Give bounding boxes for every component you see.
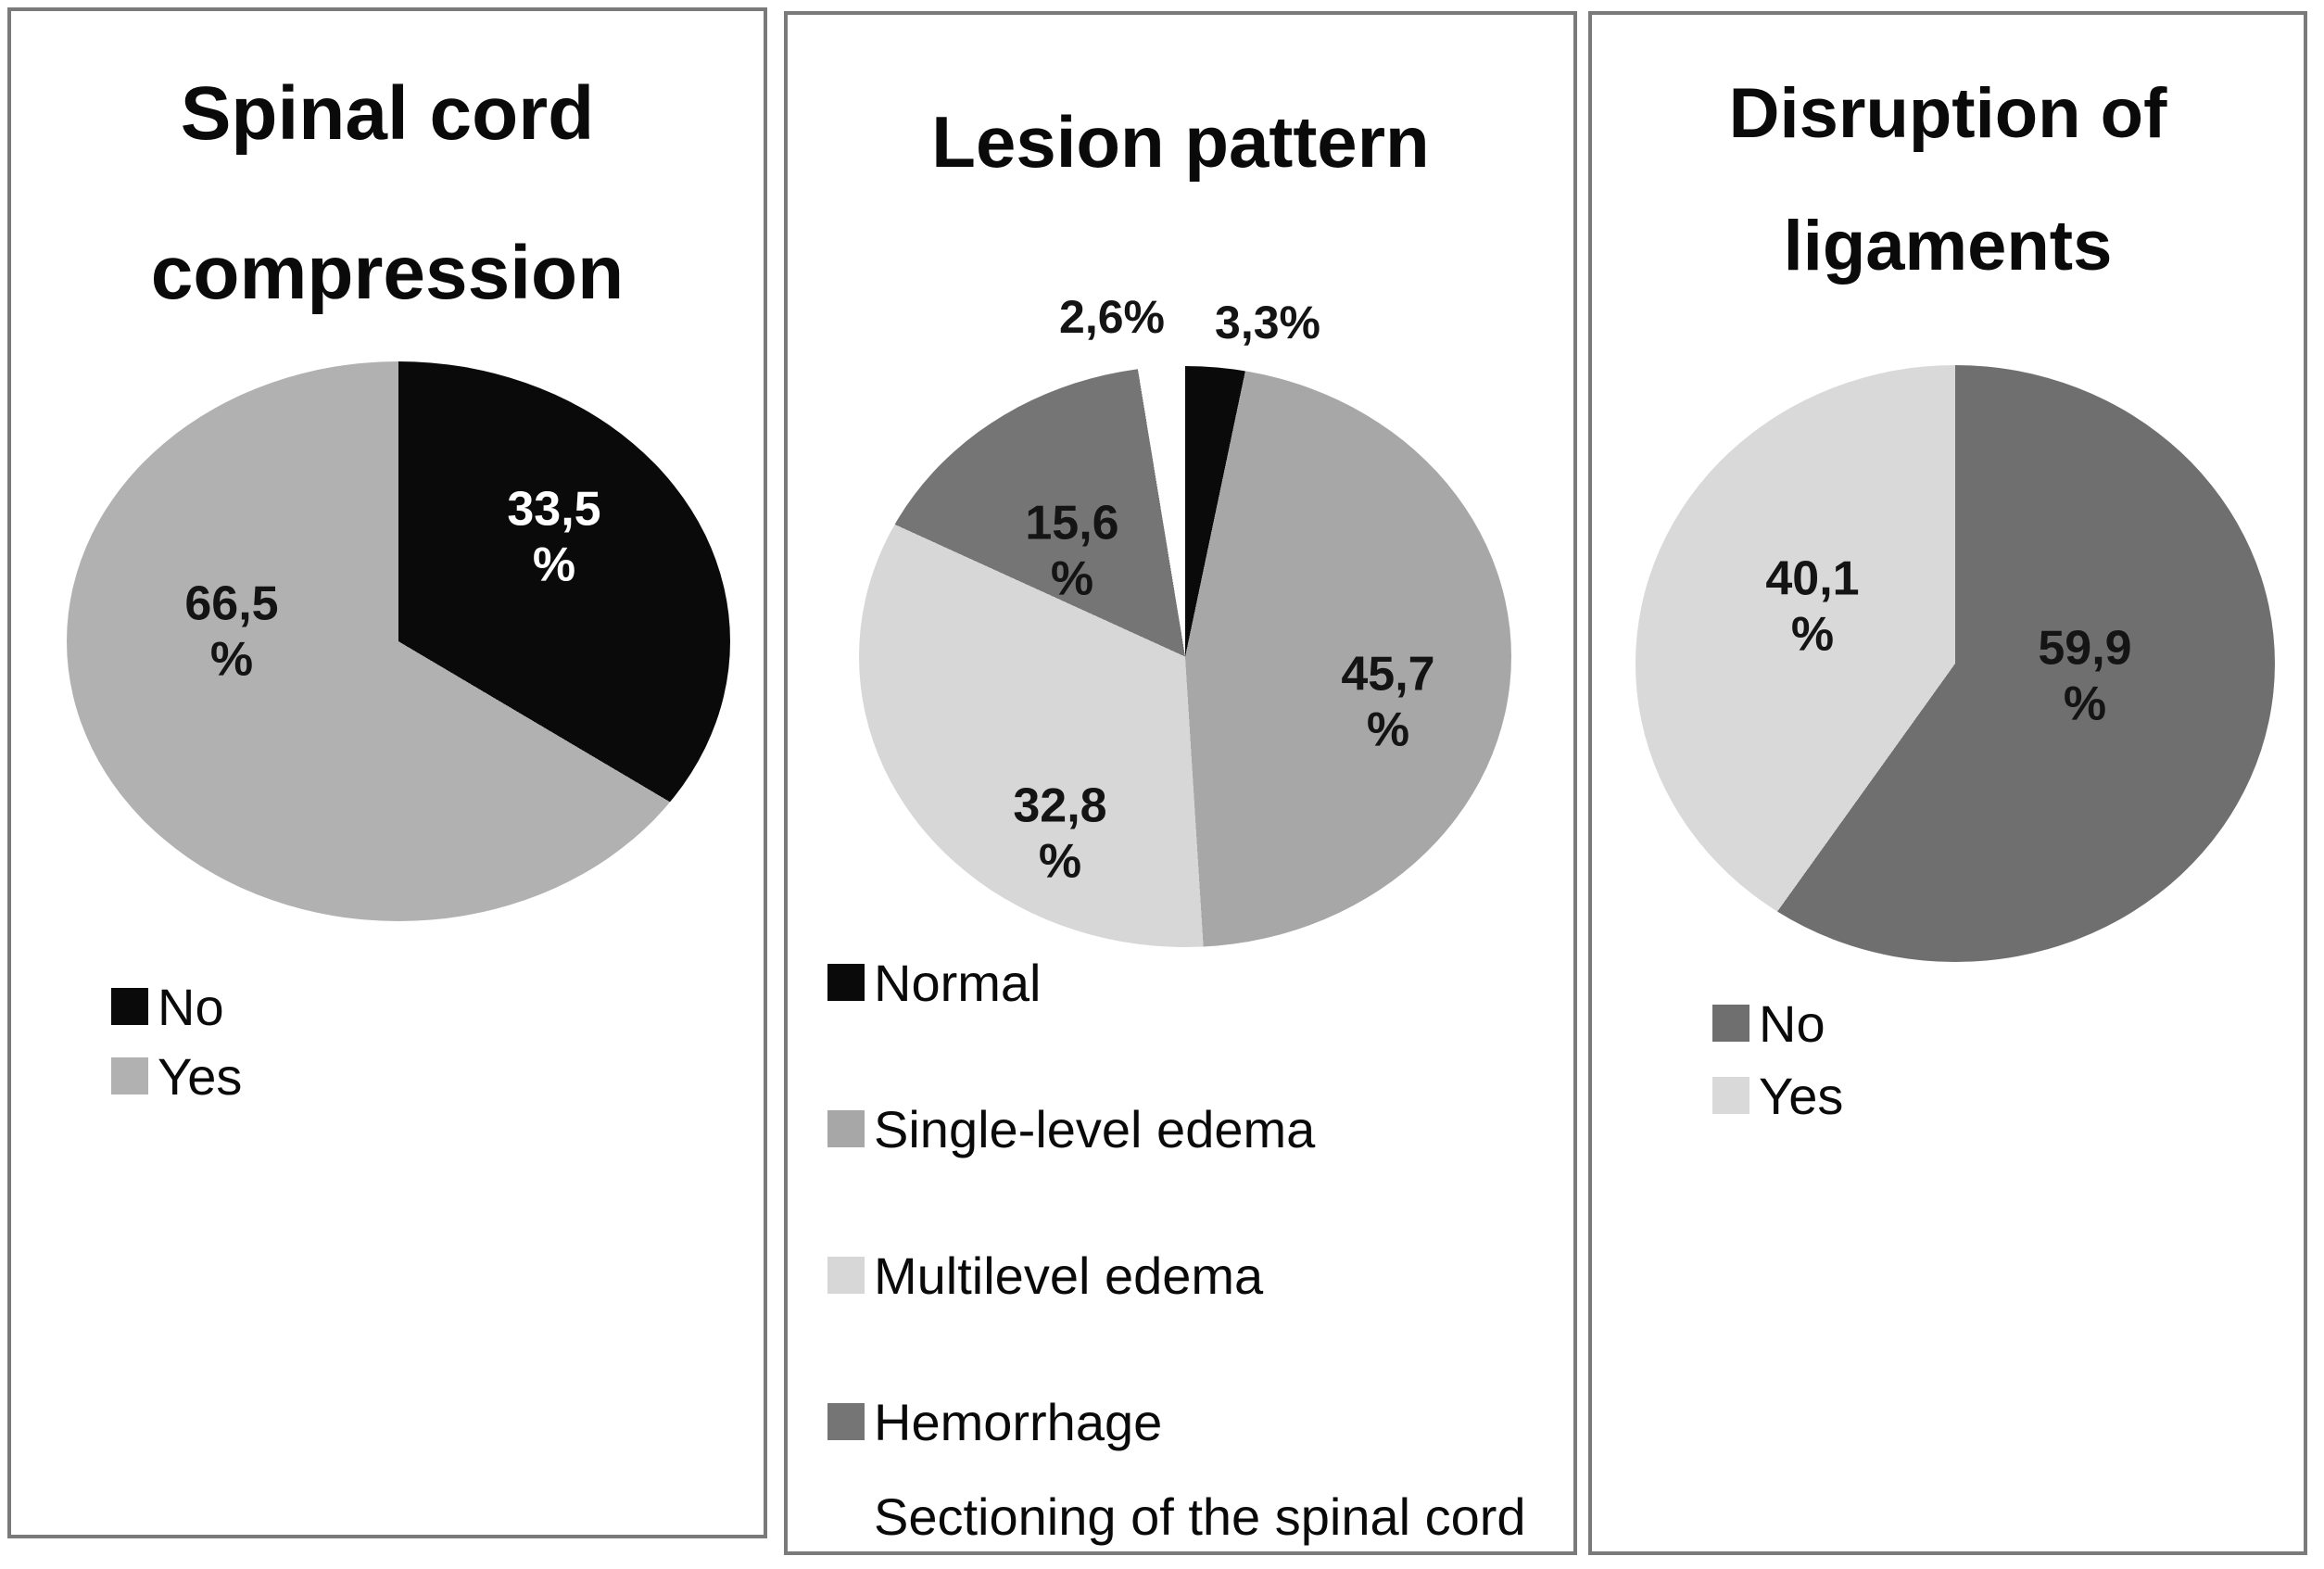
legend-label: Normal [874, 953, 1042, 1012]
legend-label: Yes [1759, 1066, 1844, 1125]
slice-label-single-level-edema: 45,7 % [1341, 647, 1435, 757]
title-line: compression [150, 231, 625, 315]
legend-swatch [827, 1110, 865, 1147]
legend-item-yes: Yes [1712, 1066, 1843, 1125]
pie-lesion-pattern [859, 366, 1511, 947]
slice-label-multilevel-edema: 32,8 % [1013, 778, 1107, 889]
title-line: ligaments [1783, 207, 2113, 285]
legend-disruption-of-ligaments: No Yes [1712, 993, 1843, 1138]
legend-label: No [158, 977, 224, 1036]
legend-swatch [827, 964, 865, 1001]
legend-item-no: No [1712, 993, 1843, 1053]
chart-title-lesion-pattern: Lesion pattern [788, 95, 1573, 188]
legend-item-single-level-edema: Single-level edema [827, 1099, 1526, 1158]
legend-item-multilevel-edema: Multilevel edema [827, 1246, 1526, 1305]
legend-item-no: No [111, 977, 242, 1036]
legend-item-hemorrhage: Hemorrhage [827, 1392, 1526, 1451]
slice-label-yes: 66,5 % [184, 576, 279, 687]
legend-label: Yes [158, 1046, 243, 1106]
legend-swatch [111, 1057, 148, 1095]
legend-spinal-cord-compression: No Yes [111, 977, 242, 1116]
slice-label-hemorrhage: 15,6 % [1025, 496, 1119, 606]
legend-swatch [827, 1403, 865, 1440]
title-line: Lesion pattern [931, 101, 1430, 183]
legend-item-sectioning: Sectioning of the spinal cord [827, 1487, 1526, 1546]
legend-label: Single-level edema [874, 1099, 1316, 1158]
chart-title-spinal-cord-compression: Spinal cord compression [11, 34, 764, 353]
title-line: Disruption of [1728, 74, 2167, 153]
slice-label-normal: 3,3% [1215, 297, 1320, 348]
slice-label-no: 59,9 % [2038, 621, 2132, 731]
slice-label-sectioning: 2,6% [1059, 291, 1165, 343]
legend-label: Hemorrhage [874, 1392, 1163, 1451]
legend-item-yes: Yes [111, 1046, 242, 1106]
legend-lesion-pattern: Normal Single-level edema Multilevel ede… [827, 953, 1526, 1569]
pie-spinal-cord-compression [67, 361, 730, 921]
legend-swatch [1712, 1005, 1749, 1042]
title-line: Spinal cord [180, 71, 595, 156]
legend-swatch [1712, 1077, 1749, 1114]
legend-swatch [827, 1257, 865, 1294]
panel-lesion-pattern: Lesion pattern 2,6% 3,3% 15,6 % 45,7 % 3… [784, 11, 1577, 1555]
legend-label: No [1759, 993, 1825, 1053]
panel-disruption-of-ligaments: Disruption of ligaments 40,1 % 59,9 % No… [1588, 11, 2307, 1555]
legend-label: Sectioning of the spinal cord [874, 1487, 1526, 1546]
legend-item-normal: Normal [827, 953, 1526, 1012]
slice-label-yes: 40,1 % [1765, 551, 1860, 662]
legend-swatch [827, 1498, 865, 1535]
chart-title-disruption-of-ligaments: Disruption of ligaments [1592, 47, 2304, 312]
pie-disruption-of-ligaments [1636, 365, 2275, 962]
panel-spinal-cord-compression: Spinal cord compression 33,5 % 66,5 % No… [7, 7, 767, 1538]
slice-label-no: 33,5 % [507, 482, 601, 592]
legend-swatch [111, 988, 148, 1025]
legend-label: Multilevel edema [874, 1246, 1264, 1305]
